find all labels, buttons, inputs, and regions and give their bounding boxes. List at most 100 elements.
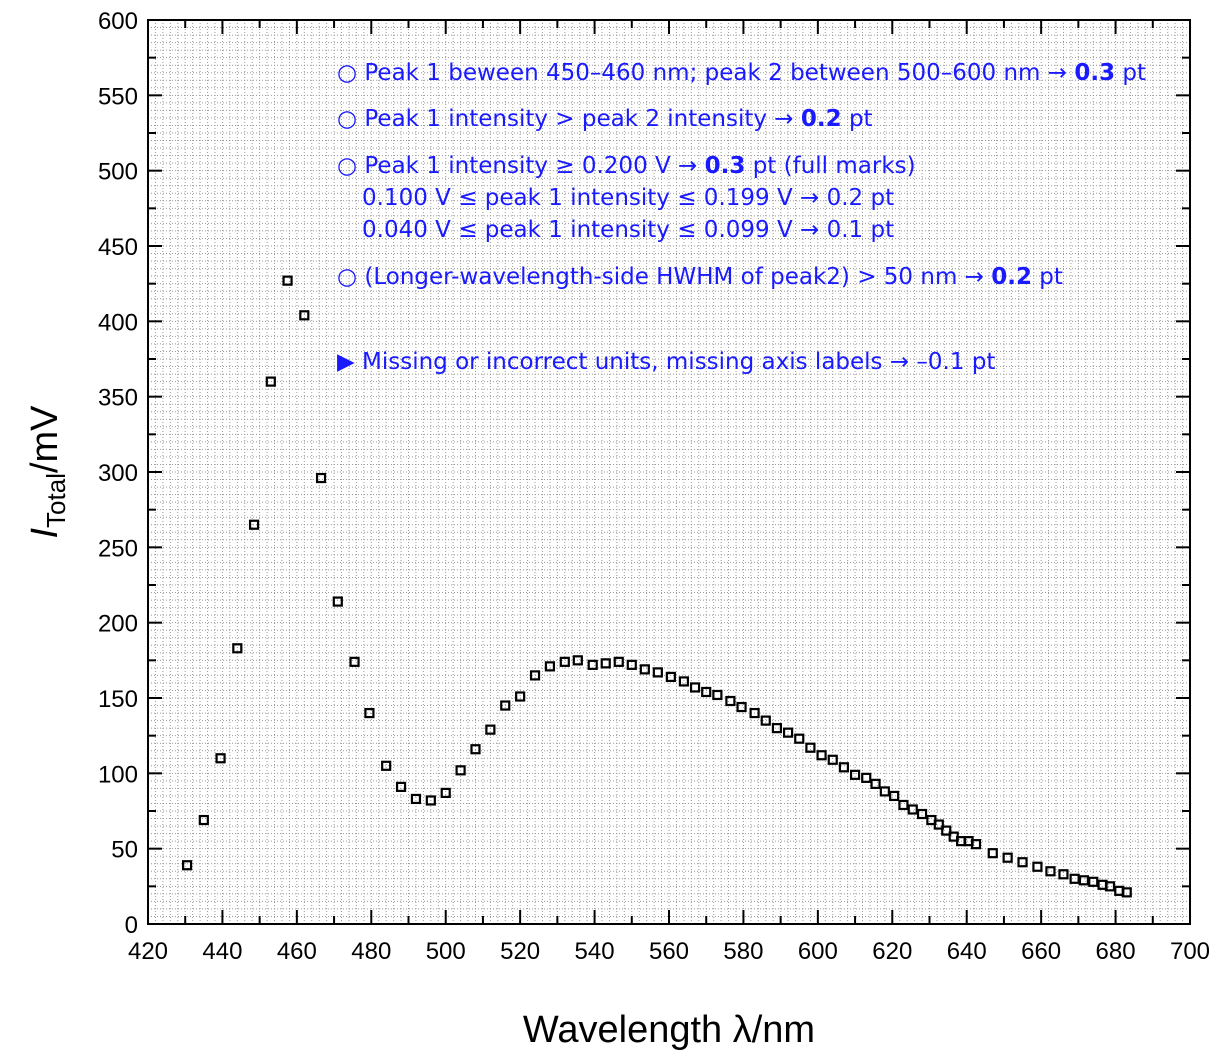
annotation-score: 0.2	[991, 264, 1032, 290]
data-point	[879, 786, 890, 797]
annotation-score: 0.3	[705, 153, 746, 179]
data-point	[265, 376, 276, 387]
data-point	[500, 700, 511, 711]
data-point	[898, 799, 909, 811]
x-tick-label: 620	[872, 938, 912, 965]
x-tick-label: 500	[426, 938, 466, 965]
data-point	[816, 750, 827, 761]
data-point	[559, 656, 570, 667]
data-point	[760, 715, 771, 726]
annotation-text: ○ Peak 1 intensity ≥ 0.200 V →	[337, 153, 705, 179]
y-tick-label: 400	[98, 309, 138, 336]
scoring-annotations: ○ Peak 1 beween 450–460 nm; peak 2 betwe…	[337, 60, 1146, 375]
annotation-unit: pt	[1032, 264, 1063, 290]
data-point	[626, 659, 637, 670]
data-point	[771, 723, 783, 734]
y-tick-label: 0	[125, 912, 138, 939]
x-tick-label: 520	[500, 938, 540, 965]
data-point	[315, 472, 327, 484]
y-tick-label: 500	[98, 159, 138, 186]
x-tick-label: 680	[1096, 938, 1136, 965]
annotation-line: 0.040 V ≤ peak 1 intensity ≤ 0.099 V → 0…	[362, 217, 894, 243]
data-point	[349, 656, 360, 667]
data-point	[701, 686, 712, 698]
annotation-score: 0.2	[801, 106, 842, 132]
grid	[148, 20, 1190, 924]
annotation-text: 0.100 V ≤ peak 1 intensity ≤ 0.199 V → 0…	[362, 185, 894, 211]
x-tick-label: 700	[1170, 938, 1210, 965]
annotation-text: 0.040 V ≤ peak 1 intensity ≤ 0.099 V → 0…	[362, 217, 894, 243]
annotation-text: ○ (Longer-wavelength-side HWHM of peak2)…	[337, 264, 991, 290]
data-point	[907, 804, 918, 815]
annotation-text: ○ Peak 1 beween 450–460 nm; peak 2 betwe…	[337, 60, 1074, 86]
data-point	[1045, 866, 1056, 877]
data-point	[395, 781, 407, 792]
data-point	[639, 664, 650, 675]
data-point	[198, 814, 209, 826]
data-point	[889, 790, 900, 802]
annotation-line: ○ Peak 1 beween 450–460 nm; peak 2 betwe…	[337, 60, 1146, 86]
annotation-line: ○ (Longer-wavelength-side HWHM of peak2)…	[337, 264, 1063, 290]
data-point	[455, 765, 466, 776]
annotation-line: ▶ Missing or incorrect units, missing ax…	[337, 349, 995, 375]
data-point	[410, 793, 422, 805]
x-tick-label: 600	[798, 938, 838, 965]
data-point	[1121, 887, 1132, 898]
data-point	[299, 310, 310, 321]
data-point	[470, 744, 481, 755]
y-tick-label: 250	[98, 535, 138, 562]
y-tick-label: 300	[98, 460, 138, 487]
y-tick-label: 100	[98, 761, 138, 788]
y-tick-label: 600	[98, 8, 138, 35]
data-point	[678, 676, 689, 687]
data-point	[794, 733, 805, 744]
data-point	[749, 707, 760, 719]
data-point	[600, 658, 611, 669]
data-point	[440, 787, 451, 799]
annotation-unit: pt (full marks)	[745, 153, 915, 179]
data-point	[916, 808, 928, 820]
data-point	[736, 701, 747, 713]
data-point	[1088, 876, 1099, 887]
data-point	[941, 825, 952, 836]
data-point	[587, 659, 598, 670]
data-point	[1078, 875, 1090, 886]
data-point	[485, 724, 496, 735]
x-tick-label: 560	[649, 938, 689, 965]
data-point	[1032, 861, 1043, 872]
data-point	[652, 667, 663, 678]
x-axis-label: Wavelength λ/nm	[523, 1009, 815, 1051]
y-tick-labels: 0 50 100 150 200 250 300 350 400 450 500 550 600	[98, 8, 138, 939]
data-point	[425, 795, 436, 806]
data-point	[364, 707, 375, 719]
data-point	[1002, 852, 1013, 863]
y-axis-label-main: I	[24, 528, 66, 539]
x-tick-labels: 420 440 460 480 500 520 540 560 580 600 620 640 660 6…	[128, 938, 1210, 965]
data-series	[181, 275, 1132, 898]
x-tick-label: 540	[575, 938, 615, 965]
data-point	[987, 848, 998, 859]
y-tick-label: 50	[111, 837, 138, 864]
data-point	[1058, 869, 1069, 880]
data-point	[725, 695, 736, 707]
x-tick-label: 580	[723, 938, 763, 965]
data-point	[861, 772, 872, 783]
data-point	[282, 275, 293, 286]
y-axis-label: ITotal/mV	[24, 405, 71, 539]
data-point	[215, 753, 226, 764]
y-tick-label: 200	[98, 611, 138, 638]
x-tick-label: 480	[351, 938, 391, 965]
data-point	[572, 655, 583, 666]
annotation-unit: pt	[1115, 60, 1146, 86]
data-point	[515, 691, 526, 702]
data-point	[805, 742, 816, 753]
x-tick-label: 460	[277, 938, 317, 965]
y-tick-label: 450	[98, 234, 138, 261]
annotation-line: 0.100 V ≤ peak 1 intensity ≤ 0.199 V → 0…	[362, 185, 894, 211]
axis-ticks	[147, 19, 1191, 925]
y-axis-label-subscript: Total	[41, 473, 71, 528]
data-point	[870, 778, 881, 789]
data-point	[181, 860, 193, 871]
annotation-line: ○ Peak 1 intensity > peak 2 intensity → …	[337, 106, 873, 132]
